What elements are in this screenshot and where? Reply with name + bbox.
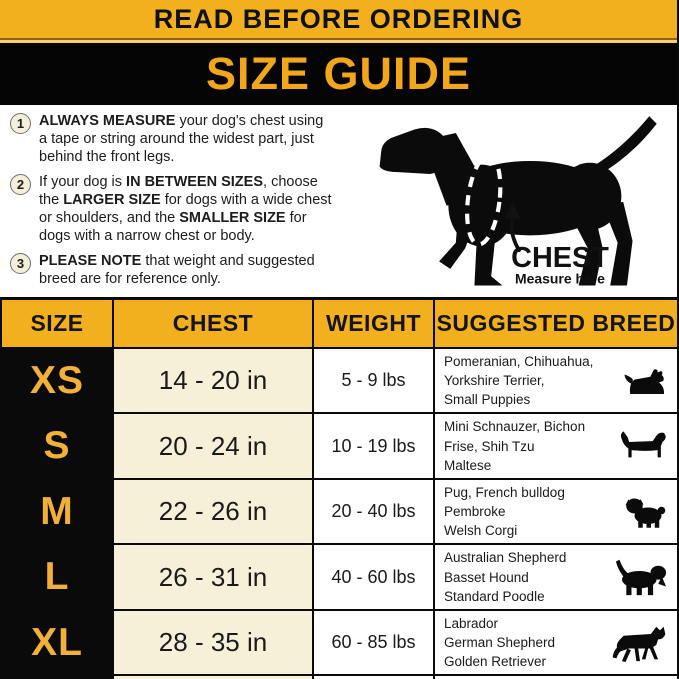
dog-raised-leg [439, 218, 475, 269]
chest-cell: 28 - 35 in [114, 610, 312, 675]
breed-names: Pomeranian, Chihuahua, Yorkshire Terrier… [444, 354, 594, 408]
weight-cell: 20 - 40 lbs [314, 479, 433, 544]
size-cell: XXL [2, 676, 112, 679]
weight-cell: 10 - 19 lbs [314, 414, 433, 478]
instruction-number-badge: 1 [10, 113, 31, 134]
column-header-size: SIZE [2, 300, 112, 347]
instruction-text: PLEASE NOTE that weight and suggested br… [39, 253, 315, 287]
pug-icon [621, 493, 669, 531]
schnauzer-icon [617, 428, 669, 464]
intro-section: 1 ALWAYS MEASURE your dog's chest using … [0, 105, 677, 297]
instruction-text: If your dog is IN BETWEEN SIZES, choose … [39, 174, 332, 244]
weight-cell: 60 - 85 lbs [314, 610, 433, 675]
size-cell: S [2, 414, 112, 478]
instruction-item-3: 3 PLEASE NOTE that weight and suggested … [10, 252, 366, 288]
chest-label: CHEST [511, 242, 609, 274]
instruction-number-badge: 2 [10, 174, 31, 195]
instruction-text: ALWAYS MEASURE your dog's chest using a … [39, 113, 324, 165]
breed-cell: Pomeranian, Chihuahua, Yorkshire Terrier… [435, 349, 677, 413]
column-header-suggested-breed: SUGGESTED BREED [435, 300, 677, 347]
banner-divider-light [0, 40, 677, 43]
measure-here-label: Measure here [515, 271, 605, 287]
breed-cell: Australian Shepherd Basset Hound Standar… [435, 545, 677, 609]
dog-rear-leg-near [569, 213, 603, 286]
banner-divider-dark [0, 38, 677, 40]
dog-rear-leg-far [602, 201, 633, 286]
column-header-chest: CHEST [114, 300, 312, 347]
breed-cell: Labrador German Shepherd Golden Retrieve… [435, 610, 677, 675]
instruction-item-1: 1 ALWAYS MEASURE your dog's chest using … [10, 112, 366, 166]
instruction-item-2: 2 If your dog is IN BETWEEN SIZES, choos… [10, 173, 366, 245]
basset-hound-icon [613, 558, 669, 596]
chest-cell: 35 - 47 in [114, 676, 312, 679]
size-guide-title: SIZE GUIDE [205, 48, 472, 99]
size-table: SIZE CHEST WEIGHT SUGGESTED BREED XS 14 … [0, 297, 677, 679]
chest-cell: 14 - 20 in [114, 349, 312, 413]
size-cell: L [2, 545, 112, 609]
breed-cell: Rottweiler Tibetan Mastiff Bullmastiff [435, 676, 677, 679]
breed-names: Pug, French bulldog Pembroke Welsh Corgi [444, 484, 565, 539]
breed-cell: Mini Schnauzer, Bichon Frise, Shih Tzu M… [435, 414, 677, 478]
read-before-ordering-banner: READ BEFORE ORDERING [0, 0, 677, 38]
breed-cell: Pug, French bulldog Pembroke Welsh Corgi [435, 479, 677, 544]
chest-arrow-head [504, 201, 521, 220]
yorkshire-terrier-icon [623, 364, 669, 398]
dog-measurement-diagram: CHEST Measure here [366, 105, 677, 297]
instructions-list: 1 ALWAYS MEASURE your dog's chest using … [0, 105, 366, 297]
read-before-ordering-text: READ BEFORE ORDERING [153, 3, 524, 34]
size-cell: M [2, 479, 112, 544]
dog-silhouette-graphic: CHEST Measure here [379, 116, 657, 287]
chest-cell: 22 - 26 in [114, 479, 312, 544]
size-cell: XS [2, 349, 112, 413]
chest-cell: 20 - 24 in [114, 414, 312, 478]
breed-names: Mini Schnauzer, Bichon Frise, Shih Tzu M… [444, 419, 586, 473]
chest-cell: 26 - 31 in [114, 545, 312, 609]
breed-names: Labrador German Shepherd Golden Retrieve… [444, 615, 556, 670]
breed-names: Australian Shepherd Basset Hound Standar… [444, 550, 567, 604]
chest-measure-ellipse [465, 153, 503, 247]
weight-cell: 40 - 60 lbs [314, 545, 433, 609]
instruction-number-badge: 3 [10, 253, 31, 274]
size-guide-banner: SIZE GUIDE [0, 43, 677, 105]
weight-cell: 85 - 140 lbs [314, 676, 433, 679]
dog-hip [558, 162, 622, 230]
german-shepherd-icon [611, 623, 669, 663]
dog-front-leg [474, 222, 503, 286]
column-header-weight: WEIGHT [314, 300, 433, 347]
size-cell: XL [2, 610, 112, 675]
weight-cell: 5 - 9 lbs [314, 349, 433, 413]
dog-tail [589, 116, 657, 176]
